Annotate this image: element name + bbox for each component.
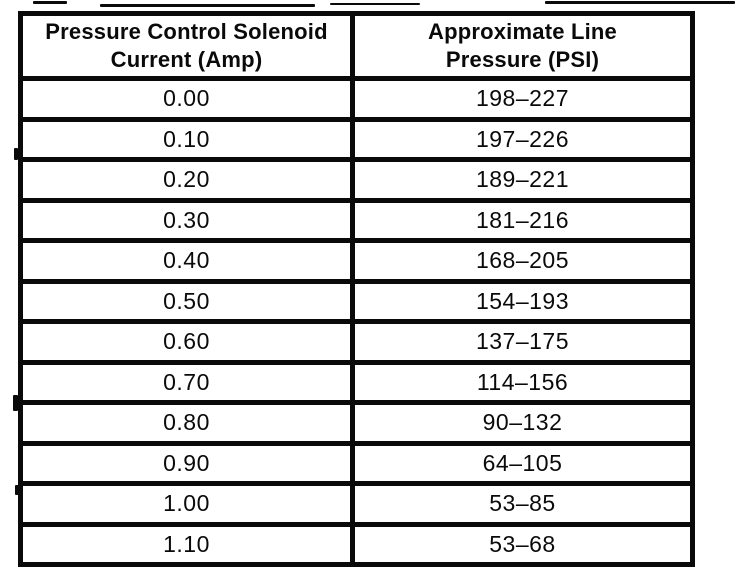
current-value: 0.60 [23,324,355,360]
pressure-value: 197–226 [475,125,570,152]
table-row: 0.40 168–205 [23,238,690,279]
pressure-value: 53–68 [489,530,556,557]
pressure-value: 90–132 [482,409,563,436]
table-row: 0.70 114–156 [23,359,690,400]
current-value: 0.50 [23,283,355,319]
current-value: 0.80 [23,405,355,441]
table-row: 0.90 64–105 [23,440,690,481]
pressure-value: 53–85 [489,490,556,517]
scan-artifact [33,1,67,4]
scan-artifact [100,4,315,7]
current-value: 0.70 [23,364,355,400]
table-header-row: Pressure Control Solenoid Current (Amp) … [23,16,690,76]
header-solenoid-current: Pressure Control Solenoid Current (Amp) [23,16,355,76]
pressure-value: 137–175 [475,328,570,355]
scan-artifact [545,1,735,4]
scan-artifact [13,395,18,411]
current-value: 0.40 [23,243,355,279]
current-value: 0.10 [23,121,355,157]
table-row: 0.50 154–193 [23,278,690,319]
pressure-value: 181–216 [475,206,570,233]
scan-artifact [330,3,420,5]
table-row: 0.10 197–226 [23,116,690,157]
table-row: 0.80 90–132 [23,400,690,441]
table-row: 0.30 181–216 [23,197,690,238]
pressure-value: 189–221 [475,166,570,193]
current-value: 0.20 [23,162,355,198]
pressure-solenoid-table: Pressure Control Solenoid Current (Amp) … [18,11,695,567]
pressure-value: 168–205 [475,247,570,274]
pressure-value: 64–105 [482,449,563,476]
pressure-value: 154–193 [475,287,570,314]
pressure-value: 198–227 [475,85,570,112]
table-row: 1.10 53–68 [23,521,690,562]
current-value: 0.90 [23,445,355,481]
header-line-pressure: Approximate Line Pressure (PSI) [427,19,617,72]
table-row: 0.00 198–227 [23,76,690,117]
table-row: 0.20 189–221 [23,157,690,198]
current-value: 0.00 [23,81,355,117]
pressure-value: 114–156 [476,368,569,395]
table-row: 0.60 137–175 [23,319,690,360]
table-row: 1.00 53–85 [23,481,690,522]
current-value: 1.10 [23,526,355,562]
scan-artifact [14,148,18,160]
scan-artifact [15,485,19,495]
current-value: 1.00 [23,486,355,522]
current-value: 0.30 [23,202,355,238]
